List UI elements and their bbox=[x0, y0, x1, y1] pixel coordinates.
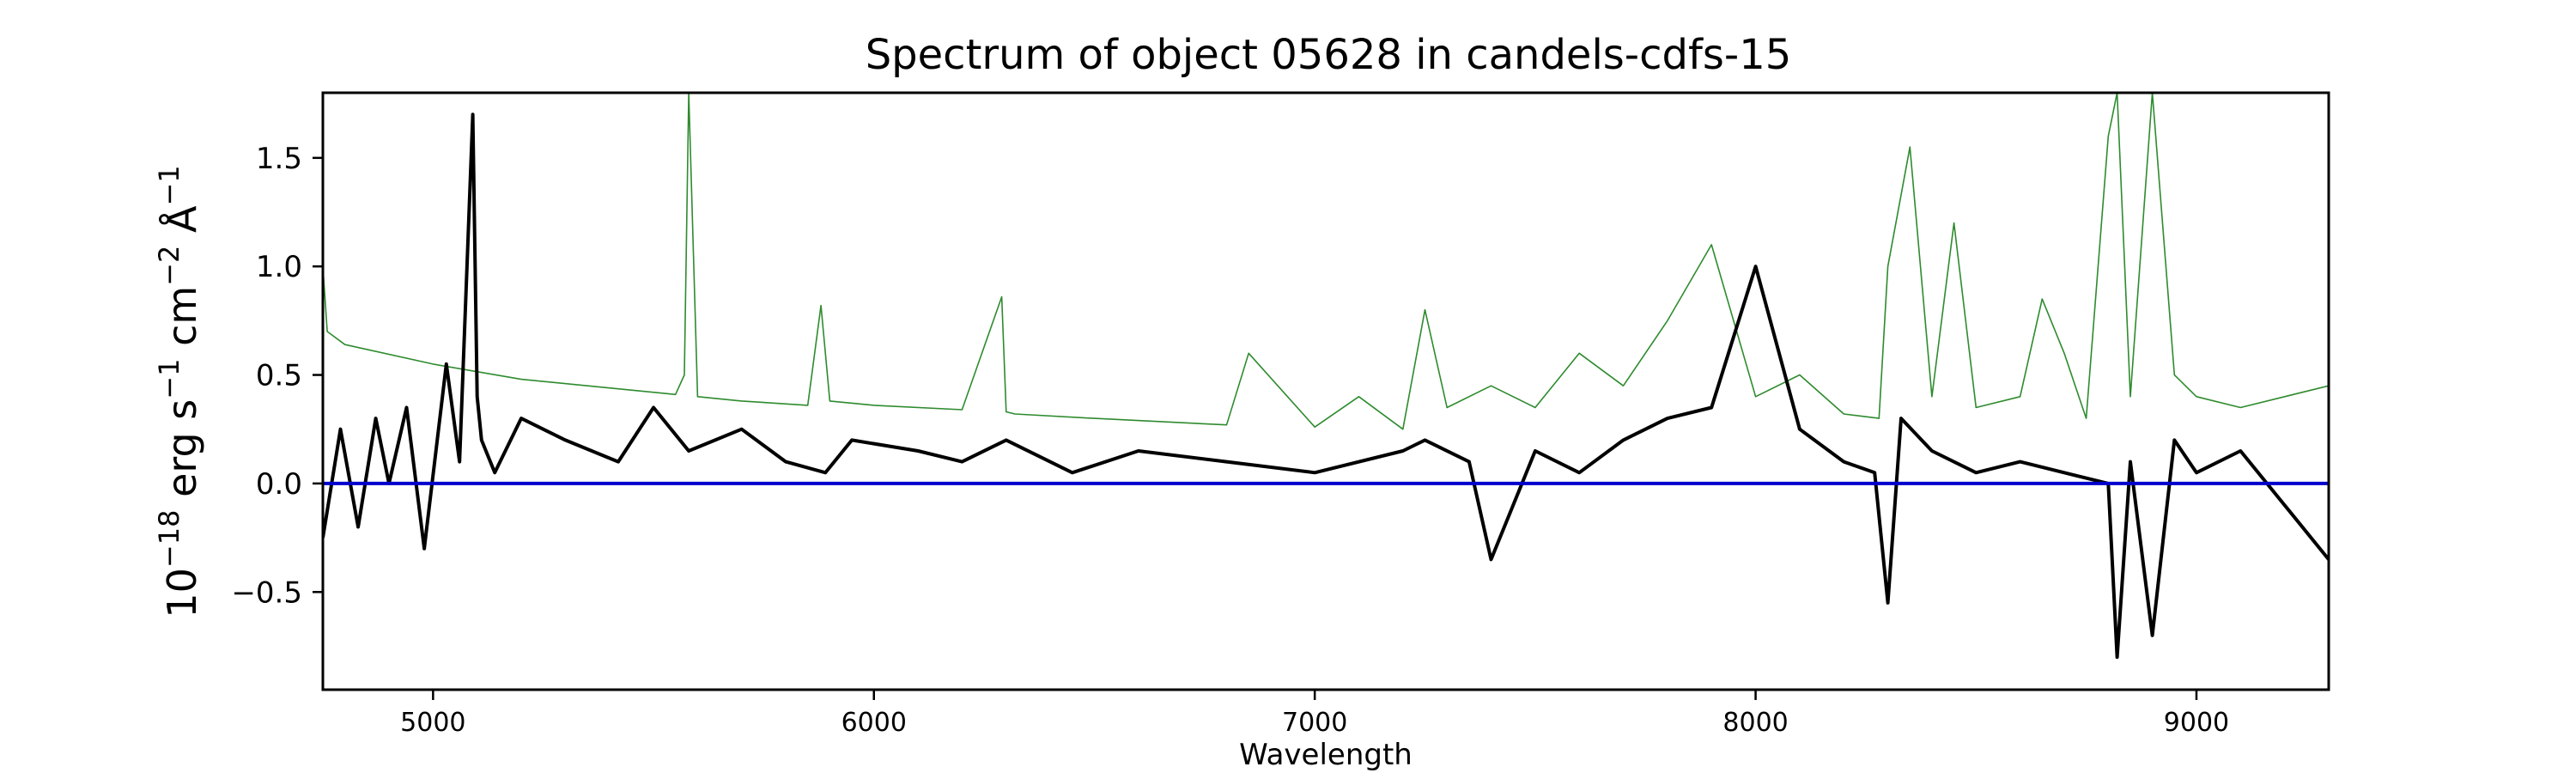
plot-area bbox=[321, 91, 2330, 691]
y-tick-label: −0.5 bbox=[231, 575, 302, 610]
x-tick-label: 8000 bbox=[1722, 708, 1788, 738]
y-label-exponent: −18 bbox=[153, 510, 185, 569]
series-line-flux bbox=[323, 113, 2329, 660]
y-tick-label: 0.0 bbox=[256, 467, 302, 502]
y-label-exp-angstrom: −1 bbox=[153, 165, 185, 205]
y-tick-label: 0.5 bbox=[256, 359, 302, 393]
y-label-base: 10 bbox=[159, 568, 205, 618]
y-tick-label: 1.5 bbox=[256, 142, 302, 176]
y-axis-label: 10−18 erg s−1 cm−2 Å−1 bbox=[153, 165, 205, 618]
x-tick-label: 7000 bbox=[1282, 708, 1347, 738]
x-tick-label: 5000 bbox=[400, 708, 465, 738]
svg-text:10−18 erg s−1 cm−2 Å−1: 10−18 erg s−1 cm−2 Å−1 bbox=[153, 165, 205, 618]
x-axis: 5000 6000 7000 8000 9000 bbox=[400, 690, 2229, 738]
y-label-unit-erg: erg s bbox=[159, 399, 205, 510]
y-label-unit-angstrom: Å bbox=[159, 205, 205, 246]
chart-title: Spectrum of object 05628 in candels-cdfs… bbox=[866, 31, 1792, 79]
x-axis-label: Wavelength bbox=[1239, 738, 1413, 772]
series-line-noise bbox=[323, 93, 2329, 430]
y-tick-label: 1.0 bbox=[256, 250, 302, 284]
x-tick-label: 9000 bbox=[2164, 708, 2229, 738]
y-label-unit-cm: cm bbox=[159, 286, 205, 359]
y-axis: −0.5 0.0 0.5 1.0 1.5 bbox=[231, 142, 323, 610]
plot-frame bbox=[321, 91, 2330, 691]
y-label-exp-cm: −2 bbox=[153, 246, 185, 286]
x-tick-label: 6000 bbox=[841, 708, 907, 738]
series-layer bbox=[323, 93, 2329, 660]
y-label-exp-s: −1 bbox=[153, 359, 185, 399]
